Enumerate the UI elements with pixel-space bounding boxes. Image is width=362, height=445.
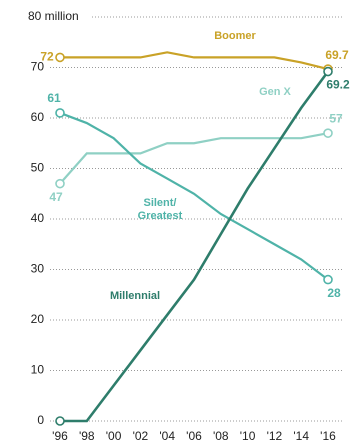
x-tick-label: '16 <box>320 429 336 443</box>
x-tick-label: '04 <box>159 429 175 443</box>
y-tick-label: 70 <box>31 60 45 74</box>
x-tick-label: '98 <box>79 429 95 443</box>
data-label: 69.7 <box>325 48 349 62</box>
endpoint-marker <box>323 274 333 285</box>
y-tick-label: 10 <box>31 363 45 377</box>
data-label: 72 <box>40 50 54 64</box>
series-line <box>59 111 329 281</box>
x-tick-label: '96 <box>52 429 68 443</box>
series-label: Silent/ Greatest <box>137 197 183 222</box>
y-tick-label: 80 million <box>28 9 79 23</box>
series-label: Boomer <box>214 30 256 42</box>
x-tick-label: '06 <box>186 429 202 443</box>
endpoint-marker <box>323 66 333 77</box>
x-tick-label: '02 <box>133 429 149 443</box>
x-tick-label: '10 <box>240 429 256 443</box>
data-label: 61 <box>47 91 61 105</box>
y-tick-label: 20 <box>31 312 45 326</box>
endpoint-marker <box>55 108 65 118</box>
series-line <box>59 132 329 185</box>
y-tick-label: 60 <box>31 110 45 124</box>
endpoint-marker <box>55 178 65 189</box>
y-tick-label: 0 <box>37 413 44 427</box>
series-label: Millennial <box>109 290 161 302</box>
x-tick-label: '14 <box>293 429 309 443</box>
y-tick-label: 40 <box>31 211 45 225</box>
series-line <box>60 51 329 71</box>
data-label: 28 <box>327 286 341 300</box>
data-label: 69.2 <box>326 78 350 92</box>
series-label: Gen X <box>259 86 291 98</box>
x-tick-label: '08 <box>213 429 229 443</box>
data-label: 57 <box>329 111 343 125</box>
data-label: 47 <box>49 190 63 204</box>
endpoint-marker <box>55 416 65 426</box>
y-tick-label: 50 <box>31 161 45 175</box>
series-line <box>60 70 330 423</box>
y-tick-label: 30 <box>31 262 45 276</box>
x-tick-label: '00 <box>106 429 122 443</box>
x-tick-label: '12 <box>267 429 283 443</box>
endpoint-marker <box>55 52 65 63</box>
endpoint-marker <box>323 128 333 138</box>
